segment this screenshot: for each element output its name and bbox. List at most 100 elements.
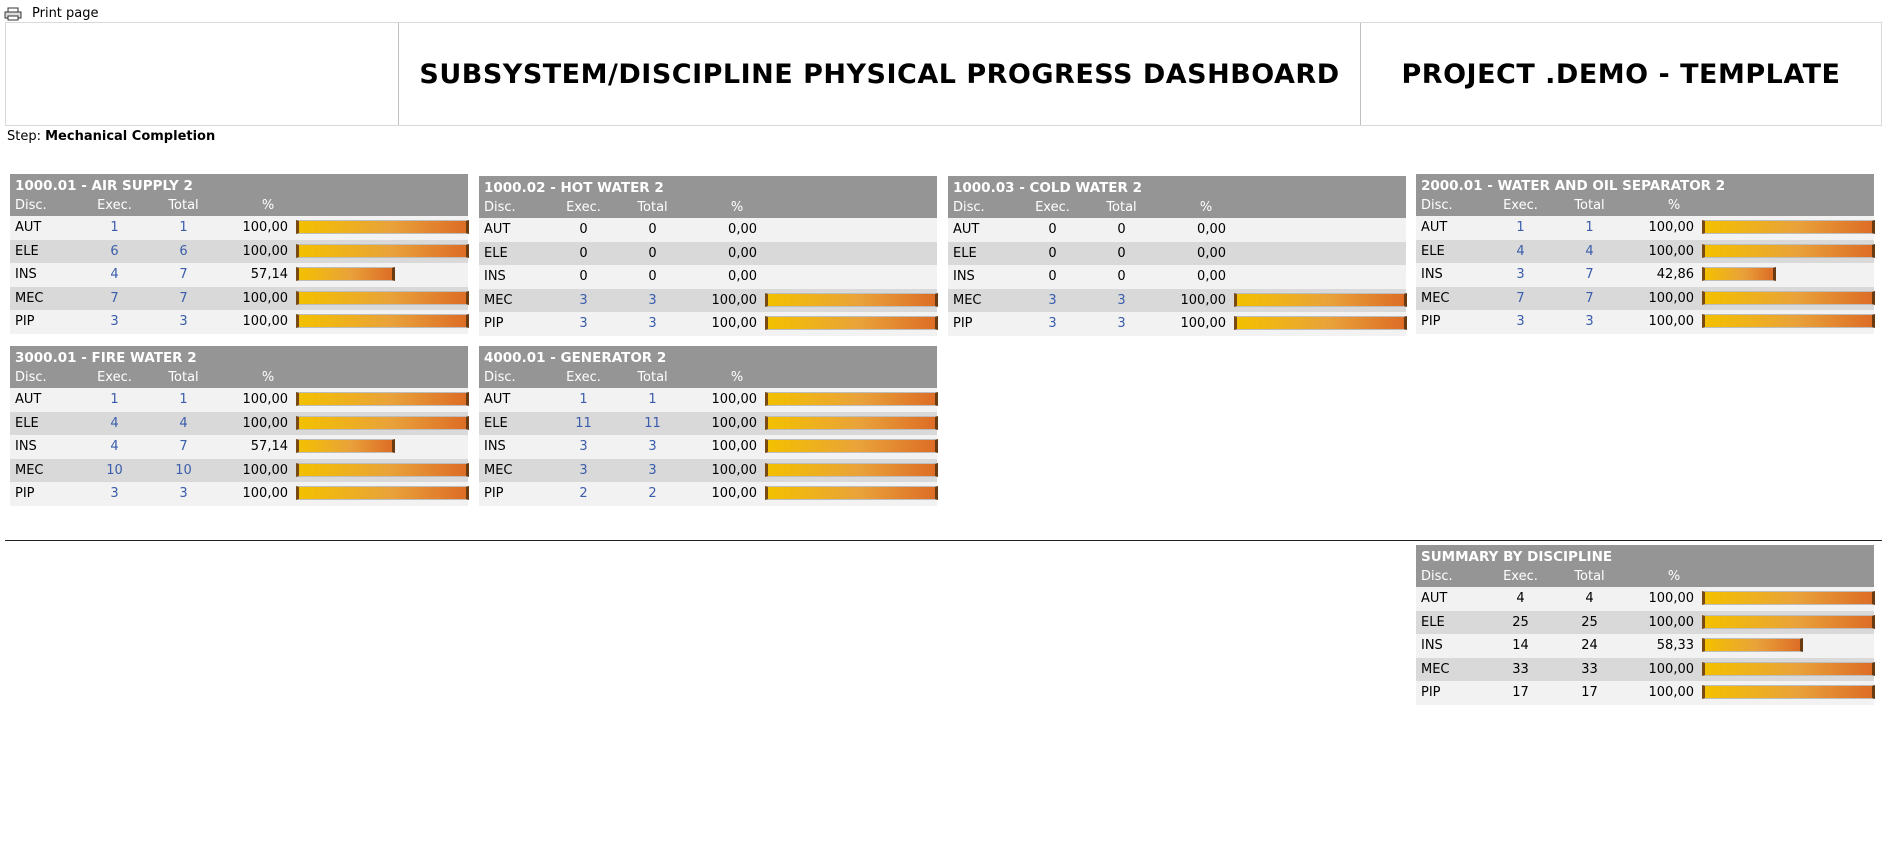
total-cell: 33 bbox=[1555, 658, 1624, 682]
total-count-link[interactable]: 6 bbox=[179, 243, 188, 259]
exec-count-link[interactable]: 4 bbox=[110, 439, 119, 454]
percent-cell: 100,00 bbox=[1648, 290, 1695, 306]
exec-count-link[interactable]: 3 bbox=[110, 314, 119, 329]
exec-count-link[interactable]: 2 bbox=[579, 486, 588, 501]
total-count-link[interactable]: 3 bbox=[179, 486, 188, 501]
total-count-link[interactable]: 7 bbox=[179, 267, 188, 282]
total-cell: 25 bbox=[1555, 611, 1624, 635]
total-count-link[interactable]: 3 bbox=[179, 314, 188, 329]
discipline-cell: PIP bbox=[953, 316, 973, 331]
exec-count-link[interactable]: 11 bbox=[575, 415, 592, 431]
exec-count-link[interactable]: 4 bbox=[110, 267, 119, 282]
total-count-link[interactable]: 7 bbox=[1585, 267, 1594, 282]
table-row: MEC 7 7 100,00 bbox=[1416, 286, 1875, 310]
total-cell: 3 bbox=[1087, 312, 1156, 336]
progress-cell bbox=[288, 310, 469, 334]
total-count-link[interactable]: 3 bbox=[648, 292, 657, 308]
total-count-link[interactable]: 1 bbox=[648, 392, 657, 407]
total-count-link[interactable]: 10 bbox=[175, 462, 192, 478]
print-page-link[interactable]: Print page bbox=[4, 6, 99, 21]
exec-count-link[interactable]: 6 bbox=[110, 243, 119, 259]
column-header-disc: Disc. bbox=[1421, 198, 1453, 213]
exec-count-link[interactable]: 3 bbox=[579, 292, 588, 308]
table-row: INS 0 0 0,00 bbox=[948, 265, 1406, 289]
exec-cell: 3 bbox=[1018, 289, 1087, 313]
progress-bar bbox=[1702, 614, 1875, 629]
total-cell: 4 bbox=[1555, 240, 1624, 264]
progress-cell bbox=[1694, 240, 1875, 264]
total-count-link[interactable]: 1 bbox=[179, 392, 188, 407]
exec-cell: 3 bbox=[1486, 263, 1555, 287]
percent-cell: 100,00 bbox=[1648, 661, 1695, 677]
progress-cell bbox=[757, 218, 937, 242]
total-count-value: 33 bbox=[1581, 661, 1598, 677]
exec-count-link[interactable]: 3 bbox=[579, 439, 588, 454]
progress-bar bbox=[296, 314, 469, 328]
exec-count-link[interactable]: 10 bbox=[106, 462, 123, 478]
total-count-link[interactable]: 2 bbox=[648, 486, 657, 501]
column-header-total: Total bbox=[1574, 198, 1605, 213]
total-count-link[interactable]: 4 bbox=[179, 415, 188, 431]
progress-cell bbox=[757, 242, 937, 266]
total-count-link[interactable]: 7 bbox=[1585, 290, 1594, 306]
total-cell: 1 bbox=[1555, 216, 1624, 240]
progress-cell bbox=[757, 388, 938, 412]
table-row: ELE 4 4 100,00 bbox=[10, 411, 469, 435]
total-count-value: 4 bbox=[1585, 591, 1594, 606]
total-count-value: 0 bbox=[1117, 222, 1126, 237]
total-count-link[interactable]: 4 bbox=[1585, 243, 1594, 259]
progress-cell bbox=[757, 459, 938, 483]
progress-bar bbox=[765, 292, 938, 307]
table-row: PIP 3 3 100,00 bbox=[948, 312, 1407, 336]
progress-cell bbox=[757, 482, 938, 506]
exec-count-link[interactable]: 3 bbox=[1048, 292, 1057, 308]
exec-count-link[interactable]: 1 bbox=[110, 220, 119, 235]
exec-count-link[interactable]: 4 bbox=[110, 415, 119, 431]
total-count-link[interactable]: 1 bbox=[179, 220, 188, 235]
total-count-link[interactable]: 3 bbox=[648, 462, 657, 478]
total-cell: 0 bbox=[618, 265, 687, 289]
total-cell: 0 bbox=[1087, 218, 1156, 242]
discipline-cell: MEC bbox=[953, 292, 982, 308]
exec-cell: 0 bbox=[549, 242, 618, 266]
column-header-disc: Disc. bbox=[953, 200, 985, 215]
progress-cell bbox=[757, 435, 938, 459]
progress-cell bbox=[1694, 263, 1874, 287]
exec-count-link[interactable]: 3 bbox=[579, 316, 588, 331]
exec-count-link[interactable]: 3 bbox=[1048, 316, 1057, 331]
exec-count-value: 0 bbox=[1048, 222, 1057, 237]
percent-cell: 100,00 bbox=[1180, 292, 1227, 308]
total-count-link[interactable]: 3 bbox=[648, 316, 657, 331]
exec-count-link[interactable]: 1 bbox=[110, 392, 119, 407]
exec-count-link[interactable]: 7 bbox=[1516, 290, 1525, 306]
exec-cell: 0 bbox=[1018, 242, 1087, 266]
exec-count-link[interactable]: 3 bbox=[1516, 314, 1525, 329]
percent-cell: 100,00 bbox=[1648, 220, 1695, 235]
exec-count-link[interactable]: 3 bbox=[1516, 267, 1525, 282]
total-count-link[interactable]: 3 bbox=[648, 439, 657, 454]
exec-count-link[interactable]: 4 bbox=[1516, 243, 1525, 259]
total-count-link[interactable]: 11 bbox=[644, 415, 661, 431]
percent-cell: 100,00 bbox=[1180, 316, 1227, 331]
exec-cell: 3 bbox=[549, 312, 618, 336]
progress-cell bbox=[757, 312, 938, 336]
total-count-link[interactable]: 3 bbox=[1585, 314, 1594, 329]
total-count-link[interactable]: 1 bbox=[1585, 220, 1594, 235]
discipline-cell: MEC bbox=[1421, 661, 1450, 677]
exec-count-value: 0 bbox=[579, 222, 588, 237]
total-count-link[interactable]: 3 bbox=[1117, 316, 1126, 331]
exec-count-link[interactable]: 1 bbox=[579, 392, 588, 407]
exec-count-link[interactable]: 3 bbox=[579, 462, 588, 478]
total-count-link[interactable]: 3 bbox=[1117, 292, 1126, 308]
exec-count-link[interactable]: 7 bbox=[110, 290, 119, 306]
progress-bar bbox=[765, 392, 938, 406]
table-row: ELE 25 25 100,00 bbox=[1416, 610, 1875, 635]
column-header-pct: % bbox=[730, 370, 744, 385]
total-count-link[interactable]: 7 bbox=[179, 290, 188, 306]
exec-count-link[interactable]: 3 bbox=[110, 486, 119, 501]
progress-cell bbox=[757, 265, 937, 289]
exec-count-link[interactable]: 1 bbox=[1516, 220, 1525, 235]
discipline-cell: INS bbox=[1421, 638, 1443, 653]
exec-count-value: 4 bbox=[1516, 591, 1525, 606]
total-count-link[interactable]: 7 bbox=[179, 439, 188, 454]
